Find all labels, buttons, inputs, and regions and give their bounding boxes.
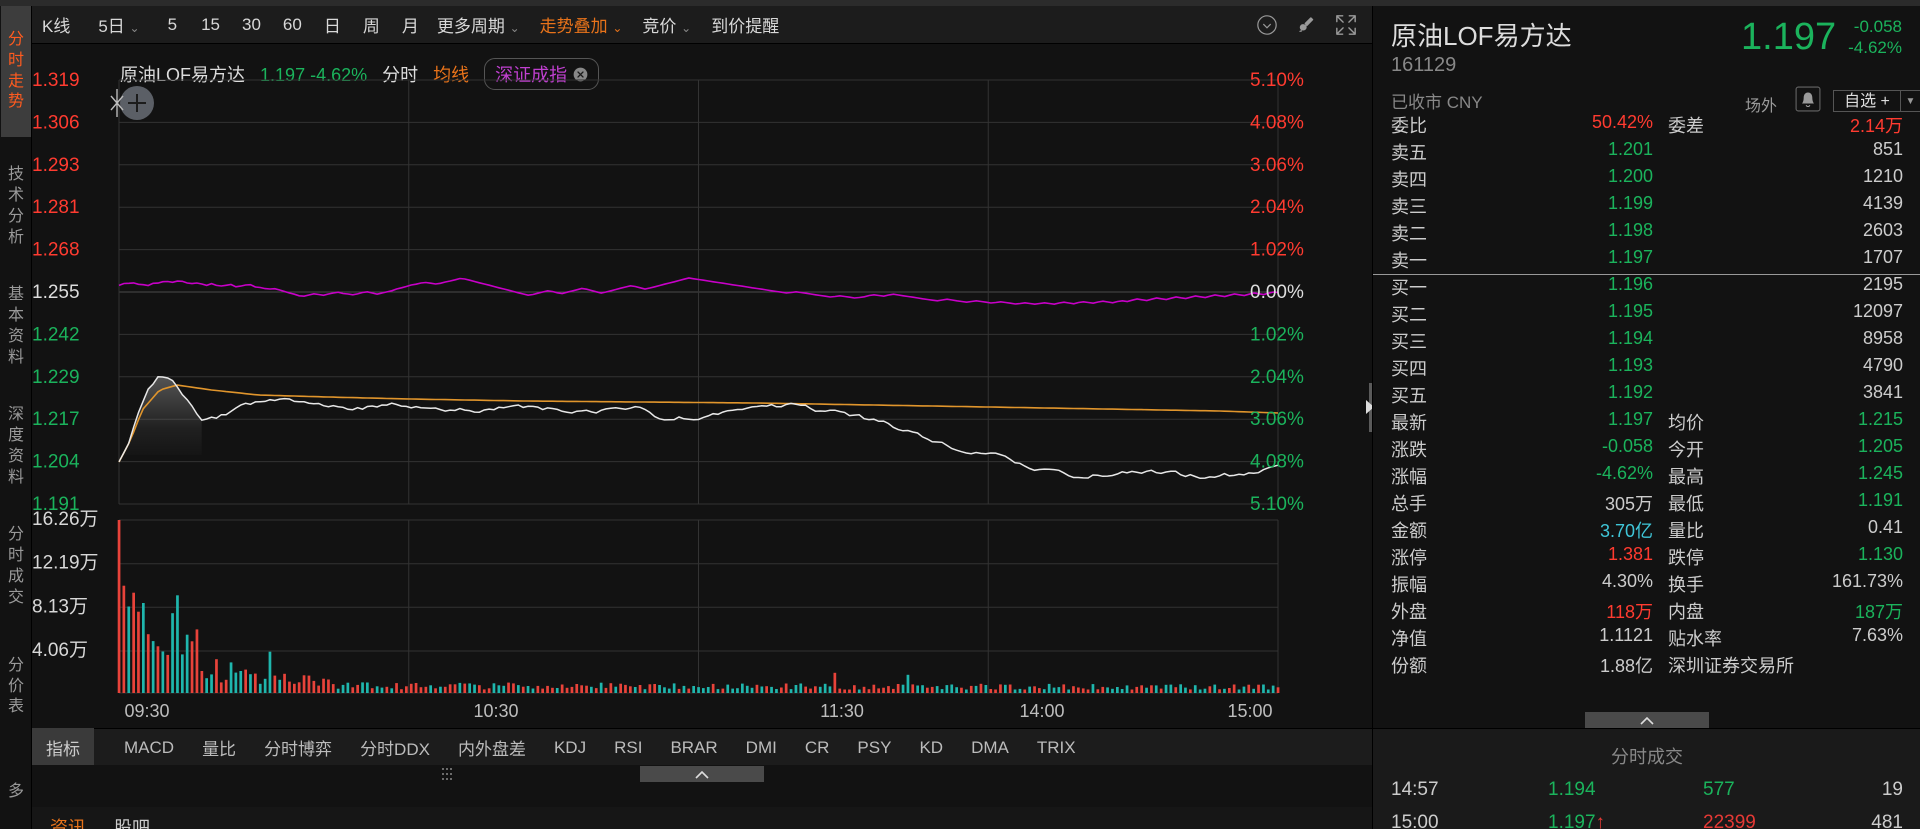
svg-text:2.04%: 2.04% xyxy=(1250,197,1304,218)
svg-text:1.319: 1.319 xyxy=(32,70,80,91)
svg-text:8.13万: 8.13万 xyxy=(32,596,88,617)
svg-text:1.229: 1.229 xyxy=(32,367,80,388)
svg-text:15:00: 15:00 xyxy=(1227,701,1272,721)
svg-text:1.02%: 1.02% xyxy=(1250,324,1304,345)
svg-text:12.19万: 12.19万 xyxy=(32,553,99,574)
svg-text:1.306: 1.306 xyxy=(32,112,80,133)
svg-text:3.06%: 3.06% xyxy=(1250,155,1304,176)
svg-text:5.10%: 5.10% xyxy=(1250,70,1304,91)
svg-text:3.06%: 3.06% xyxy=(1250,409,1304,430)
svg-text:4.08%: 4.08% xyxy=(1250,452,1304,473)
svg-text:14:00: 14:00 xyxy=(1019,701,1064,721)
svg-text:1.217: 1.217 xyxy=(32,409,80,430)
svg-text:1.02%: 1.02% xyxy=(1250,240,1304,261)
svg-text:16.26万: 16.26万 xyxy=(32,509,99,530)
svg-text:0.00%: 0.00% xyxy=(1250,282,1304,303)
svg-text:1.204: 1.204 xyxy=(32,452,80,473)
svg-text:5.10%: 5.10% xyxy=(1250,494,1304,515)
svg-text:1.242: 1.242 xyxy=(32,324,80,345)
svg-text:4.08%: 4.08% xyxy=(1250,112,1304,133)
svg-text:09:30: 09:30 xyxy=(124,701,169,721)
svg-text:2.04%: 2.04% xyxy=(1250,367,1304,388)
svg-text:1.268: 1.268 xyxy=(32,240,80,261)
svg-text:1.293: 1.293 xyxy=(32,155,80,176)
svg-text:10:30: 10:30 xyxy=(473,701,518,721)
svg-text:11:30: 11:30 xyxy=(820,701,864,721)
svg-text:1.255: 1.255 xyxy=(32,282,80,303)
svg-text:1.281: 1.281 xyxy=(32,197,80,218)
svg-text:4.06万: 4.06万 xyxy=(32,640,88,661)
